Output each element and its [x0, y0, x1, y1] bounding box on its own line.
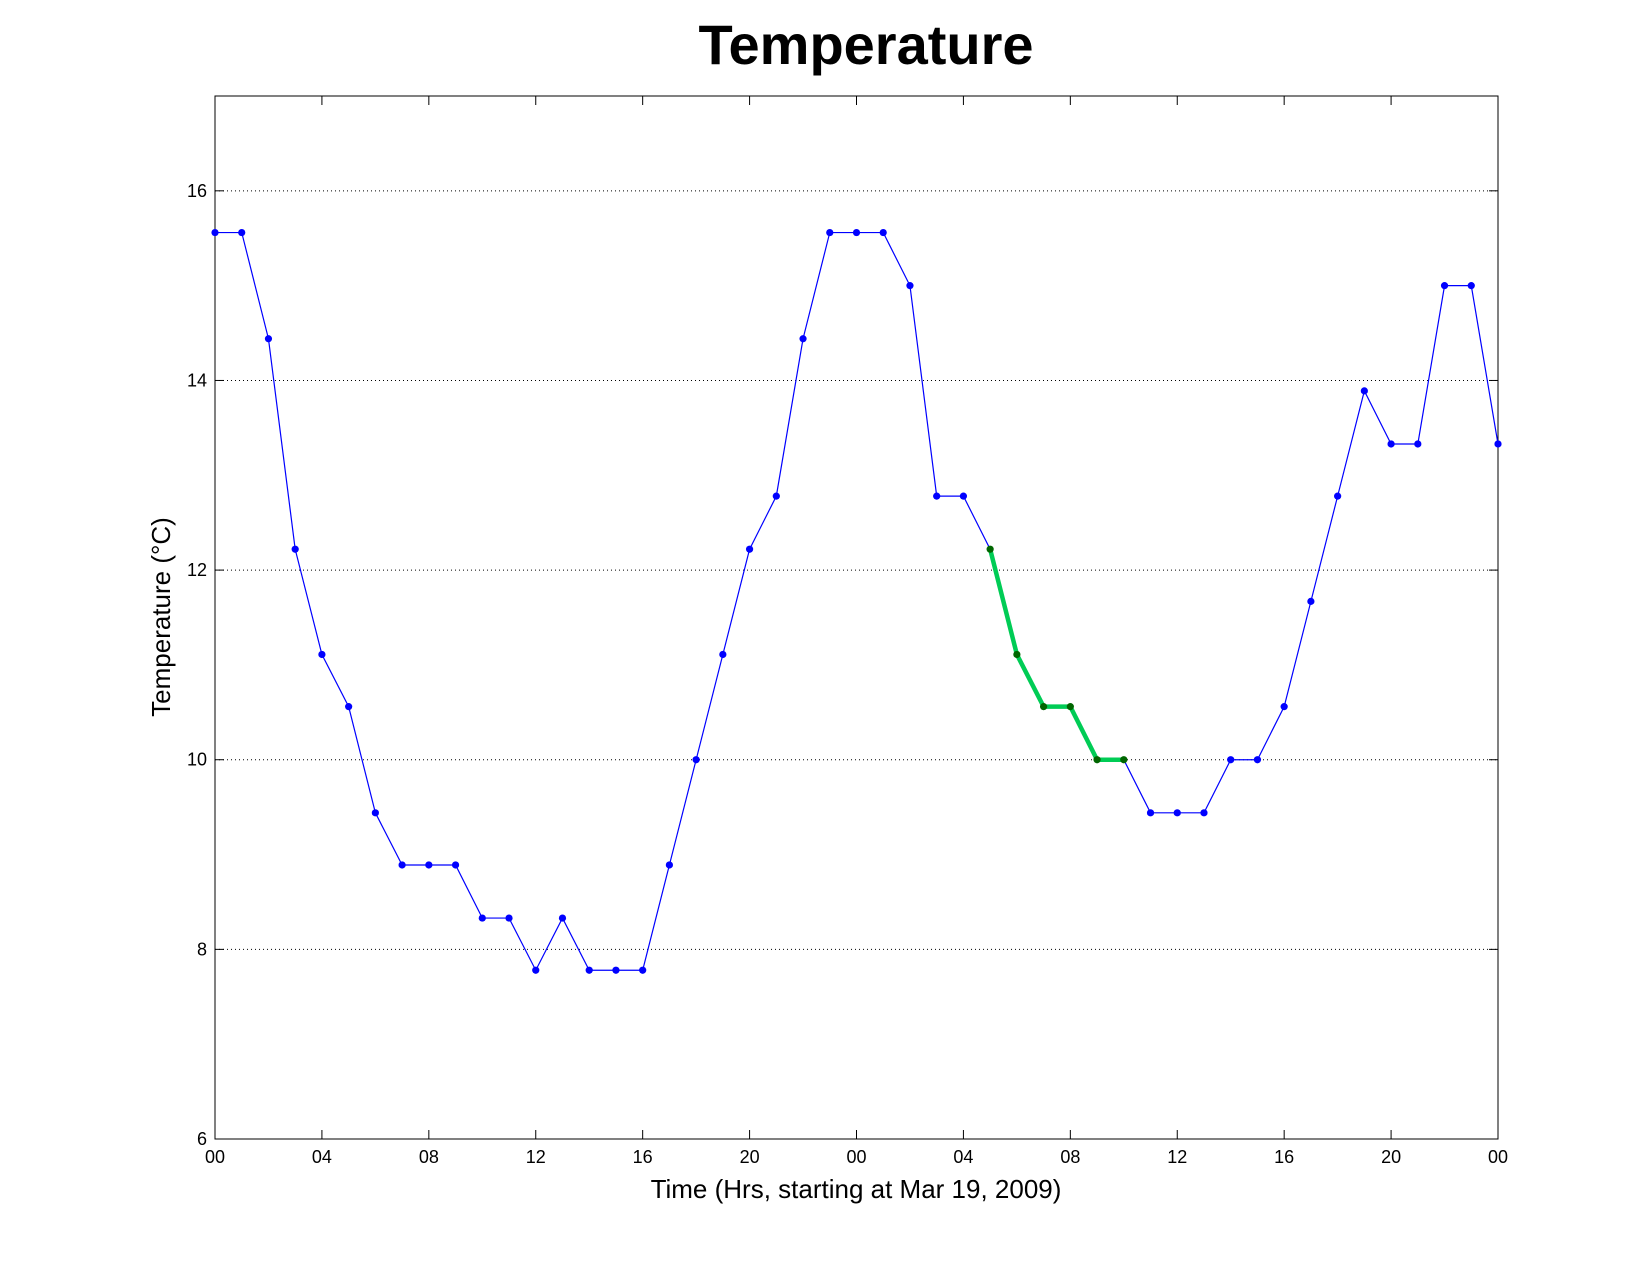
series-lines: [215, 231, 1499, 972]
x-axis-label: Time (Hrs, starting at Mar 19, 2009): [651, 1174, 1062, 1204]
temperature-line: [215, 231, 1499, 972]
data-point: [291, 545, 299, 553]
data-point: [826, 228, 834, 237]
data-point: [1467, 282, 1475, 290]
data-point: [532, 966, 540, 974]
data-point: [1387, 440, 1395, 448]
data-point: [585, 966, 593, 974]
x-tick-label: 04: [953, 1147, 973, 1167]
x-tick-label: 16: [633, 1147, 653, 1167]
data-point: [1120, 756, 1128, 764]
data-point: [1093, 756, 1101, 764]
data-point: [478, 914, 486, 922]
data-point: [1414, 440, 1422, 448]
data-point: [799, 335, 807, 343]
data-point: [959, 492, 968, 500]
data-point: [398, 861, 406, 869]
y-tick-label: 10: [187, 750, 207, 770]
data-point: [211, 228, 219, 237]
data-point: [1280, 703, 1288, 711]
y-tick-label: 12: [187, 560, 207, 580]
data-point: [1173, 809, 1181, 817]
x-tick-label: 12: [526, 1147, 546, 1167]
y-tick-label: 6: [197, 1129, 207, 1149]
data-point: [1440, 282, 1449, 290]
x-tick-labels: 00 04 08 12 16 20 00 04 08 12 16 20 00: [205, 1147, 1508, 1167]
data-point: [238, 228, 246, 237]
data-point: [1066, 703, 1074, 711]
y-tick-label: 16: [187, 181, 207, 201]
x-tick-label: 16: [1274, 1147, 1294, 1167]
data-point: [692, 756, 700, 764]
data-markers: [211, 228, 1502, 974]
data-point: [745, 545, 754, 553]
data-point: [906, 282, 914, 290]
data-point: [318, 650, 326, 659]
data-point: [345, 703, 353, 711]
y-axis-label: Temperature (°C): [146, 517, 176, 717]
x-tick-label: 00: [846, 1147, 866, 1167]
data-point: [1146, 809, 1155, 817]
x-tick-label: 04: [312, 1147, 332, 1167]
data-point: [451, 861, 460, 869]
y-tick-labels: 6 8 10 12 14 16: [187, 181, 207, 1149]
x-tick-label: 12: [1167, 1147, 1187, 1167]
data-point: [772, 492, 780, 500]
data-point: [425, 861, 433, 869]
data-point: [505, 914, 513, 922]
data-point: [719, 650, 727, 659]
data-point: [1307, 597, 1315, 605]
data-point: [1253, 756, 1262, 764]
x-tick-label: 00: [205, 1147, 225, 1167]
data-point: [558, 914, 567, 922]
data-point: [1040, 703, 1048, 711]
chart-title: Temperature: [698, 13, 1034, 76]
x-tick-label: 08: [1060, 1147, 1080, 1167]
data-point: [1334, 492, 1342, 500]
data-point: [371, 809, 379, 817]
data-point: [1494, 440, 1502, 448]
x-tick-label: 20: [740, 1147, 760, 1167]
data-point: [665, 861, 673, 869]
data-point: [1200, 809, 1208, 817]
axis-ticks: [214, 96, 1499, 1140]
data-point: [639, 966, 647, 974]
data-point: [612, 966, 620, 974]
plot-frame: [214, 95, 1499, 1140]
grid-lines: [215, 190, 1498, 950]
data-point: [1360, 387, 1368, 395]
data-point: [986, 545, 994, 553]
data-point: [1013, 650, 1021, 659]
data-point: [933, 492, 941, 500]
data-point: [852, 228, 861, 237]
x-tick-label: 08: [419, 1147, 439, 1167]
data-point: [879, 228, 887, 237]
x-tick-label: 00: [1488, 1147, 1508, 1167]
data-point: [1227, 756, 1235, 764]
data-point: [264, 335, 273, 343]
y-tick-label: 8: [197, 939, 207, 959]
y-tick-label: 14: [187, 370, 207, 390]
highlighted-segment: [987, 548, 1124, 762]
x-tick-label: 20: [1381, 1147, 1401, 1167]
